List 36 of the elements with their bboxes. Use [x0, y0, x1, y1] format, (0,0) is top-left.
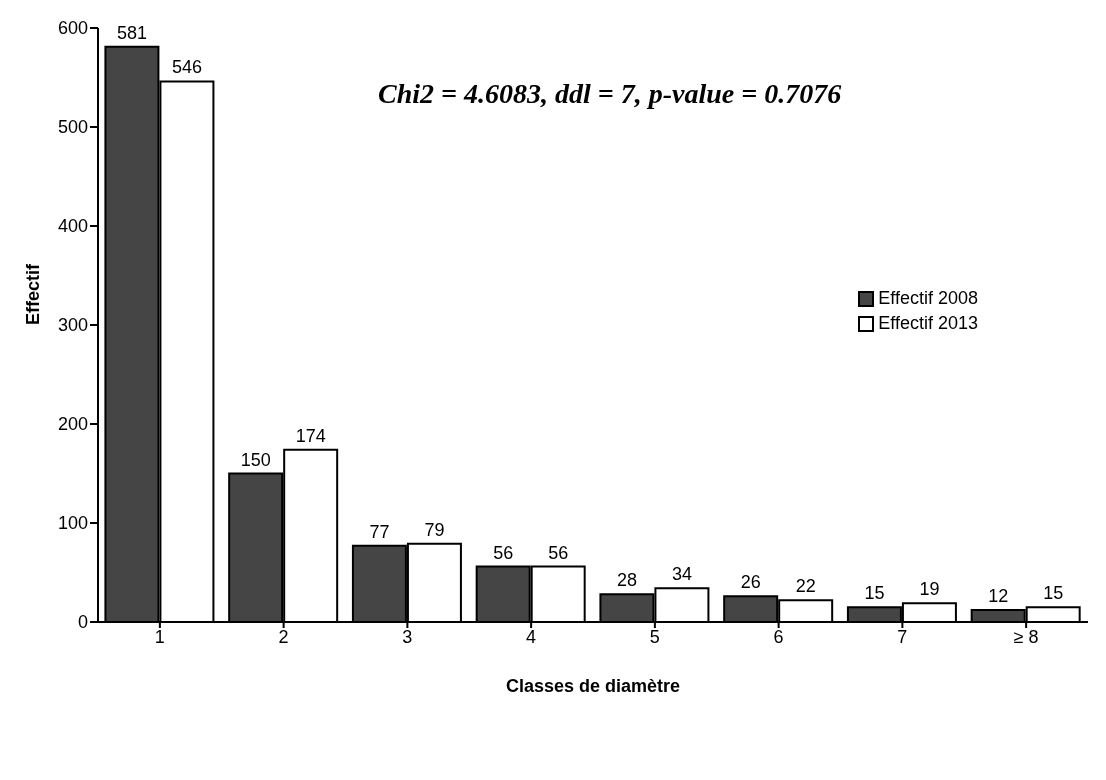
- x-tick-label: 1: [154, 626, 165, 647]
- legend-label: Effectif 2008: [878, 288, 978, 309]
- x-tick-label: 4: [526, 626, 537, 647]
- data-label: 56: [493, 542, 514, 563]
- x-tick-label: 7: [897, 626, 908, 647]
- y-tick-label: 0: [77, 612, 88, 633]
- x-tick-label: 6: [773, 626, 784, 647]
- y-tick-label: 200: [57, 414, 88, 435]
- data-label: 12: [988, 586, 1009, 607]
- y-tick-label: 500: [57, 117, 88, 138]
- x-axis-title: Classes de diamètre: [505, 676, 681, 696]
- data-label: 546: [171, 57, 202, 78]
- data-label: 581: [116, 22, 147, 43]
- data-label: 56: [548, 542, 569, 563]
- x-tick-label: ≥ 8: [1013, 626, 1039, 647]
- y-axis-title: Effectif: [23, 262, 44, 325]
- data-label: 150: [240, 449, 271, 470]
- y-tick-label: 300: [57, 315, 88, 336]
- data-label: 19: [919, 579, 940, 600]
- x-tick-label: 5: [649, 626, 660, 647]
- legend-label: Effectif 2013: [878, 313, 978, 334]
- x-tick-label: 2: [278, 626, 289, 647]
- y-tick-label: 600: [57, 18, 88, 39]
- data-label: 28: [616, 570, 637, 591]
- data-label: 22: [795, 576, 816, 597]
- data-label: 26: [740, 572, 761, 593]
- x-tick-label: 3: [402, 626, 413, 647]
- data-label: 79: [424, 519, 445, 540]
- annotation: Chi2 = 4.6083, ddl = 7, p-value = 0.7076: [378, 78, 842, 110]
- y-tick-label: 100: [57, 513, 88, 534]
- data-label: 174: [295, 425, 326, 446]
- data-label: 15: [864, 583, 885, 604]
- data-label: 34: [671, 564, 692, 585]
- y-tick-label: 400: [57, 216, 88, 237]
- data-label: 77: [369, 521, 390, 542]
- data-label: 15: [1043, 583, 1064, 604]
